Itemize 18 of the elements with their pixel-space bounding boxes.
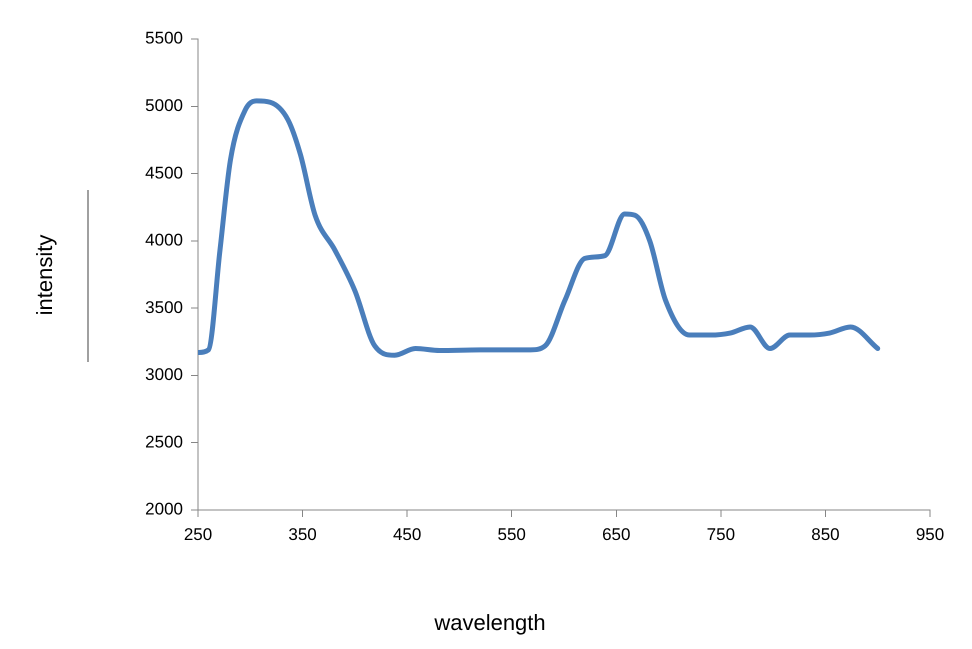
x-tick-label: 450 (392, 524, 422, 544)
x-tick-label: 850 (811, 524, 840, 544)
x-tick-label: 750 (706, 524, 736, 544)
y-tick-label: 2000 (145, 500, 183, 519)
y-tick-label: 5000 (145, 96, 183, 115)
y-tick-label: 3000 (145, 365, 183, 384)
x-tick-label: 950 (916, 524, 944, 544)
y-tick-label: 5500 (145, 28, 183, 48)
x-axis-title: wavelength (433, 610, 546, 636)
x-tick-label: 350 (288, 524, 317, 544)
y-tick-label: 4000 (145, 230, 183, 250)
y-axis-title: intensity (32, 234, 58, 316)
x-tick-label: 550 (498, 524, 526, 544)
y-tick-label: 3500 (145, 298, 183, 317)
y-tick-label: 4500 (145, 163, 183, 182)
x-tick-label: 650 (602, 524, 630, 544)
x-tick-label: 250 (184, 524, 212, 544)
y-tick-label: 2500 (145, 432, 183, 452)
